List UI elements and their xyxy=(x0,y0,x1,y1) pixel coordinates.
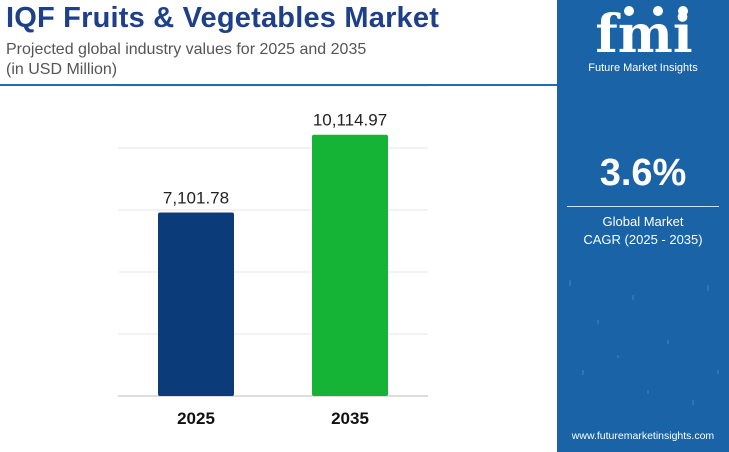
cagr-divider xyxy=(567,206,719,207)
chart-title: IQF Fruits & Vegetables Market xyxy=(6,2,440,34)
logo-dot-icon xyxy=(653,6,663,16)
subtitle-line-1: Projected global industry values for 202… xyxy=(6,41,367,58)
logo-subtitle: Future Market Insights xyxy=(588,62,698,74)
chart-subtitle: Projected global industry values for 202… xyxy=(6,40,366,80)
logo-dot-icon xyxy=(678,6,688,16)
cagr-value: 3.6% xyxy=(599,152,687,194)
data-label-2025: 7,101.78 xyxy=(163,189,229,208)
subtitle-line-2: (in USD Million) xyxy=(6,61,118,78)
bar-chart: 7,101.78 2025 10,114.97 2035 xyxy=(118,86,428,428)
logo-dot-icon xyxy=(624,6,634,16)
data-label-2035: 10,114.97 xyxy=(313,111,387,130)
side-panel: fmi Future Market Insights 3.6% Global M… xyxy=(557,0,729,452)
website-url: www.futuremarketinsights.com xyxy=(571,430,715,442)
bar-2025 xyxy=(158,212,234,396)
fmi-logo: fmi xyxy=(595,4,692,62)
bar-2035 xyxy=(312,134,388,397)
x-tick-label-2035: 2035 xyxy=(331,409,369,428)
cagr-label-line-1: Global Market xyxy=(602,214,684,229)
cagr-label-line-2: CAGR (2025 - 2035) xyxy=(583,232,703,247)
header-divider xyxy=(0,84,557,86)
bars: 7,101.78 2025 10,114.97 2035 xyxy=(158,111,388,428)
x-tick-label-2025: 2025 xyxy=(177,409,215,428)
panel-texture xyxy=(569,280,719,405)
logo-text: fmi xyxy=(595,4,692,62)
